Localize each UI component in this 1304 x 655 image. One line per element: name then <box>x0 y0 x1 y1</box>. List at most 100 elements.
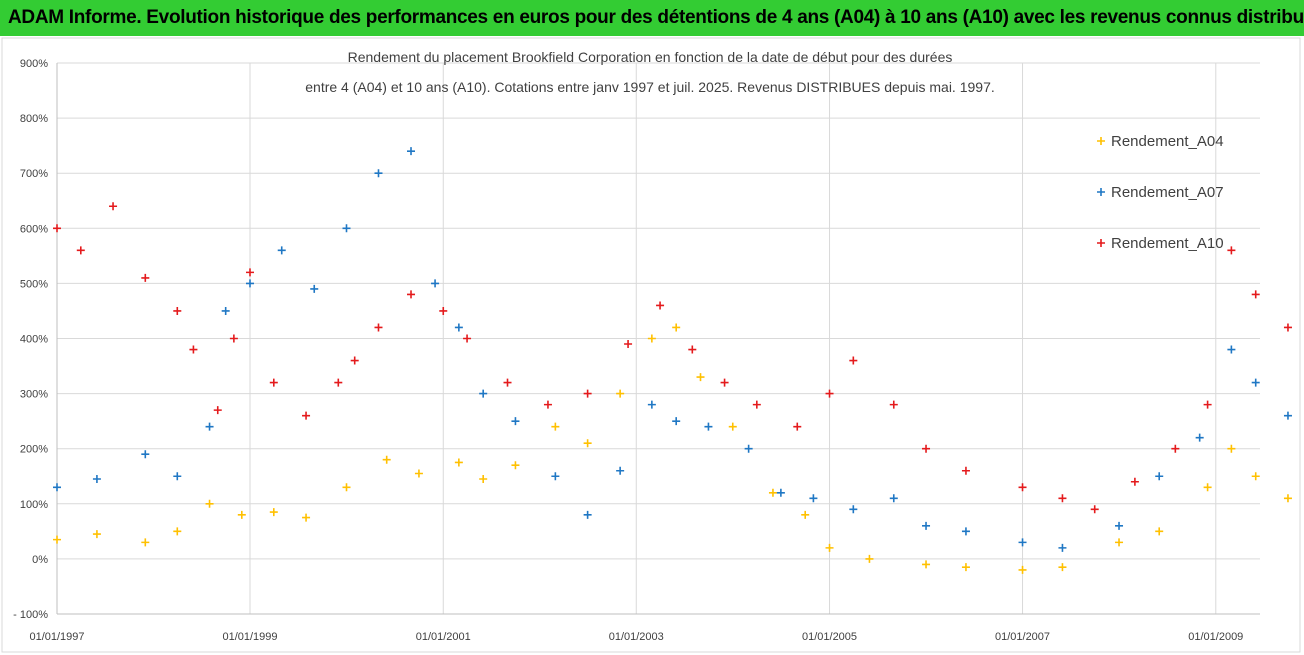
data-point <box>961 527 970 536</box>
scatter-chart: 900% 800% 700% 600% 500% 400% 300% 200% 100% 0% - … <box>1 37 1301 653</box>
data-point <box>1227 345 1236 354</box>
data-point <box>479 389 488 398</box>
data-point <box>213 406 222 415</box>
data-point <box>961 563 970 572</box>
data-point <box>302 411 311 420</box>
data-point <box>439 306 448 315</box>
data-point <box>1058 563 1067 572</box>
data-point <box>92 530 101 539</box>
data-point <box>229 334 238 343</box>
data-point <box>889 494 898 503</box>
data-point <box>1251 290 1260 299</box>
y-tick-label: 400% <box>20 334 48 346</box>
x-tick-label: 01/01/1999 <box>222 631 277 643</box>
data-point <box>1283 411 1292 420</box>
legend-marker <box>1097 239 1105 247</box>
data-point <box>1058 543 1067 552</box>
gridlines <box>56 62 1260 615</box>
data-point <box>269 378 278 387</box>
legend-marker <box>1097 137 1105 145</box>
legend-label: Rendement_A07 <box>1111 184 1224 201</box>
data-point <box>744 444 753 453</box>
data-point <box>302 513 311 522</box>
data-point <box>616 466 625 475</box>
data-point <box>849 356 858 365</box>
data-point <box>503 378 512 387</box>
chart-title-line-2: entre 4 (A04) et 10 ans (A10). Cotations… <box>305 79 995 95</box>
data-point <box>407 290 416 299</box>
data-point <box>205 499 214 508</box>
data-point <box>752 400 761 409</box>
data-point <box>865 554 874 563</box>
data-point <box>776 488 785 497</box>
data-point <box>454 458 463 467</box>
data-point <box>414 469 423 478</box>
data-point <box>583 510 592 519</box>
data-point <box>141 273 150 282</box>
data-point <box>246 268 254 277</box>
data-point <box>647 400 656 409</box>
data-point <box>1203 400 1212 409</box>
data-point <box>672 323 681 332</box>
data-point <box>454 323 463 332</box>
data-point <box>1090 505 1099 514</box>
data-point <box>825 543 834 552</box>
data-point <box>1251 472 1260 481</box>
data-point <box>1283 494 1292 503</box>
data-point <box>141 450 150 459</box>
data-point <box>382 455 391 464</box>
data-point <box>1227 444 1236 453</box>
data-point <box>1203 483 1212 492</box>
data-point <box>141 538 150 547</box>
data-point <box>1195 433 1204 442</box>
legend-label: Rendement_A10 <box>1111 235 1224 252</box>
x-tick-label: 01/01/2007 <box>995 631 1050 643</box>
data-point <box>551 472 560 481</box>
data-point <box>961 466 970 475</box>
data-point <box>310 284 319 293</box>
data-point <box>1058 494 1067 503</box>
legend-item: Rendement_A07 <box>1097 184 1224 201</box>
data-point <box>511 417 520 426</box>
data-point <box>53 535 61 544</box>
x-tick-label: 01/01/2001 <box>416 631 471 643</box>
data-point <box>221 306 230 315</box>
data-point <box>583 389 592 398</box>
y-tick-label: 700% <box>20 168 48 180</box>
data-point <box>76 246 85 255</box>
data-point <box>342 483 351 492</box>
y-tick-label: 900% <box>20 58 48 70</box>
y-tick-label: 100% <box>20 499 48 511</box>
data-point <box>342 224 351 233</box>
x-tick-label: 01/01/2005 <box>802 631 857 643</box>
legend: Rendement_A04 Rendement_A07 Rendement_A10 <box>1097 133 1224 252</box>
data-point <box>173 472 182 481</box>
data-point <box>92 475 101 484</box>
data-point <box>374 169 383 178</box>
y-tick-label: 800% <box>20 113 48 125</box>
data-point <box>696 373 705 382</box>
data-point <box>672 417 681 426</box>
data-point <box>825 389 834 398</box>
data-points <box>53 147 1292 574</box>
x-axis-ticks: 01/01/1997 01/01/1999 01/01/2001 01/01/2003… <box>29 631 1243 643</box>
x-tick-label: 01/01/2003 <box>609 631 664 643</box>
data-point <box>583 439 592 448</box>
data-point <box>1155 472 1164 481</box>
data-point <box>431 279 440 288</box>
data-point <box>647 334 656 343</box>
series-Rendement_A04 <box>53 323 1292 574</box>
data-point <box>173 306 182 315</box>
data-point <box>1018 538 1027 547</box>
x-tick-label: 01/01/2009 <box>1188 631 1243 643</box>
y-tick-label: 0% <box>32 554 48 566</box>
data-point <box>1115 521 1124 530</box>
data-point <box>189 345 198 354</box>
data-point <box>511 461 520 470</box>
data-point <box>849 505 858 514</box>
legend-item: Rendement_A10 <box>1097 235 1224 252</box>
data-point <box>801 510 810 519</box>
data-point <box>704 422 713 431</box>
chart-title-line-1: Rendement du placement Brookfield Corpor… <box>348 49 953 65</box>
data-point <box>624 340 633 349</box>
